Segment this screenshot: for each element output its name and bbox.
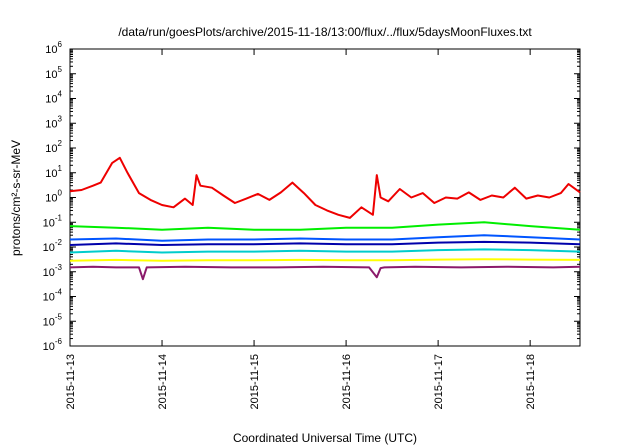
series-line-3 xyxy=(69,234,581,242)
plot-area xyxy=(69,48,581,347)
y-tick-label: 10-3 xyxy=(43,263,63,279)
y-tick-label: 10-2 xyxy=(43,238,63,254)
y-tick-label: 100 xyxy=(45,189,62,205)
y-axis-title: protons/cm²-s-sr-MeV xyxy=(9,140,23,256)
chart-title: /data/run/goesPlots/archive/2015-11-18/1… xyxy=(118,25,532,39)
y-tick-label: 106 xyxy=(45,40,62,56)
x-tick-label: 2015-11-17 xyxy=(433,354,445,409)
y-tick-label: 10-1 xyxy=(43,213,63,229)
series-line-5 xyxy=(69,248,581,254)
y-tick-label: 10-5 xyxy=(43,312,63,328)
x-tick-label: 2015-11-15 xyxy=(249,354,261,409)
series-layer xyxy=(69,156,581,281)
y-tick-label: 104 xyxy=(45,90,62,106)
x-axis-title: Coordinated Universal Time (UTC) xyxy=(233,431,417,445)
y-axis: 10-6 10-5 10-4 10-3 10-2 10-1 100 101 102 103 104 1… xyxy=(43,40,580,353)
x-tick-label: 2015-11-14 xyxy=(157,354,169,409)
y-tick-label: 101 xyxy=(45,164,62,180)
series-line-6 xyxy=(69,258,581,262)
y-tick-label: 105 xyxy=(45,65,62,81)
y-tick-label: 102 xyxy=(45,139,62,155)
x-tick-label: 2015-11-13 xyxy=(65,354,77,409)
y-tick-label: 10-4 xyxy=(43,288,63,304)
y-tick-label: 10-6 xyxy=(43,337,63,353)
series-line-2 xyxy=(69,221,581,231)
x-tick-label: 2015-11-16 xyxy=(341,354,353,409)
y-tick-label: 103 xyxy=(45,114,62,130)
series-line-7 xyxy=(69,265,581,281)
series-line-1 xyxy=(69,156,581,219)
x-axis: 2015-11-13 2015-11-14 2015-11-15 2015-11-16… xyxy=(65,49,537,409)
x-tick-label: 2015-11-18 xyxy=(525,354,537,409)
series-line-4 xyxy=(69,240,581,246)
